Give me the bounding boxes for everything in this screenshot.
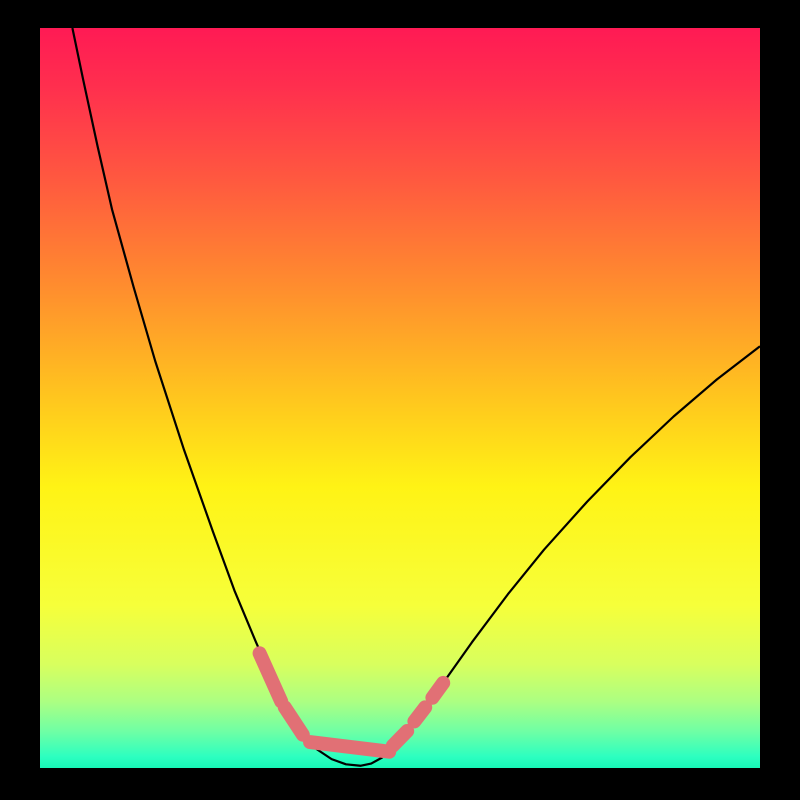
bottleneck-curve-chart [0,0,800,800]
marker-segment [414,707,425,721]
marker-segment [310,742,389,752]
plot-area [40,28,760,768]
marker-segment [432,683,443,698]
figure-root: TheBottleneck.com [0,0,800,800]
